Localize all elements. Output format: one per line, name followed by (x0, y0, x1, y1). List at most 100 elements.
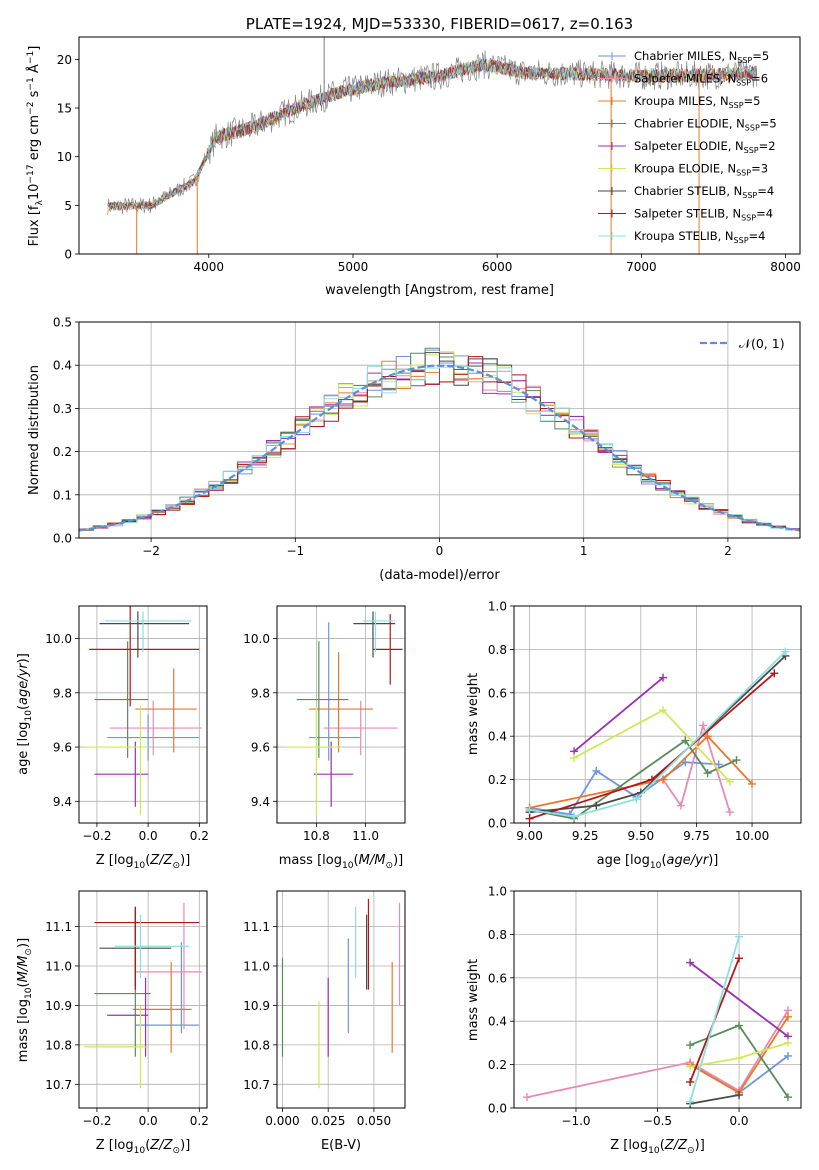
y-tick-label: 10.7 (45, 1078, 72, 1092)
label-part: −17 (26, 164, 36, 183)
y-tick-label: 20 (57, 53, 72, 67)
axes-frame (276, 605, 406, 824)
y-tick-label: 11.0 (243, 959, 270, 973)
label-part: s (27, 90, 42, 101)
mass-weight-series-chabrier-miles (529, 761, 719, 816)
x-tick-label: 9.50 (627, 829, 654, 843)
grid-layer (79, 321, 801, 1109)
legend-series-name: Kroupa MILES, N (634, 94, 729, 108)
x-tick-label: 9.25 (572, 829, 599, 843)
x-tick-label: −1.0 (561, 1114, 590, 1128)
label-part: erg cm (27, 115, 42, 164)
x-tick-label: 9.75 (683, 829, 710, 843)
y-tick-label: 0.2 (488, 773, 507, 787)
label-part: Z/Z (149, 1138, 173, 1153)
x-tick-label: −2 (142, 544, 160, 558)
label-part: age/yr (667, 853, 710, 868)
y-tick-label: 0.0 (53, 532, 72, 546)
y-tick-label: 0 (64, 248, 72, 262)
y-tick-label: 9.4 (251, 795, 270, 809)
x-tick-label: 0.0 (729, 1114, 748, 1128)
label-part: Flux [f (27, 205, 42, 246)
y-tick-label: 9.8 (53, 686, 72, 700)
legend-subscript: SSP (744, 146, 759, 155)
y-tick-label: 1.0 (488, 600, 507, 614)
y-tick-label: 1.0 (488, 885, 507, 899)
observed-spectrum (107, 50, 758, 216)
label-part: 10 (134, 1146, 146, 1156)
mass-weight-series-kroupa-stelib (689, 936, 740, 1102)
label-part: E(B-V) (321, 1138, 361, 1153)
y-tick-label: 9.8 (251, 686, 270, 700)
label-part: )] (695, 1138, 705, 1153)
legend-series-name: Salpeter STELIB, N (634, 207, 741, 221)
legend-subscript: SSP (745, 124, 760, 133)
x-tick-label: −1 (286, 544, 304, 558)
label-part: 10 (650, 861, 662, 871)
y-tick-label: 15 (57, 102, 72, 116)
y-tick-label: 0.6 (488, 686, 507, 700)
x-tick-label: 2 (724, 544, 732, 558)
y-tick-label: 10.0 (45, 632, 72, 646)
label-part: M/M (16, 956, 31, 983)
legend-nssp: =5 (760, 117, 777, 131)
label-part: )] (708, 853, 718, 868)
y-axis-label: Flux [fλ​10−17​ erg cm−2​ s−1​ Å−1​] (26, 46, 45, 247)
label-part: )] (16, 938, 31, 948)
text-layer: 4000 5000 6000 7000 800005101520PLATE=1924, … (16, 15, 801, 1156)
y-axis-label: mass weight (466, 673, 481, 755)
x-tick-label: 0.000 (265, 1114, 299, 1128)
x-tick-label: 0.025 (311, 1114, 345, 1128)
y-axis-label: age [log10​(age/yr)] (16, 653, 34, 775)
y-axis-label: mass weight (466, 959, 481, 1041)
legend-series-name: Kroupa ELODIE, N (634, 162, 736, 176)
x-tick-label: −0.5 (643, 1114, 672, 1128)
x-tick-label: 6000 (482, 260, 513, 274)
legend-subscript: SSP (736, 169, 751, 178)
y-tick-label: 9.4 (53, 795, 72, 809)
legend-nssp: =4 (749, 229, 766, 243)
x-axis-label: Z [log10​(Z/Z⊙​)] (96, 853, 191, 871)
x-tick-label: 0.050 (357, 1114, 391, 1128)
x-tick-label: 5000 (338, 260, 369, 274)
legend-nssp: =4 (757, 184, 774, 198)
label-part: ⊙ (385, 861, 393, 871)
label-part: Z/Z (149, 853, 173, 868)
y-tick-label: 0.4 (488, 730, 507, 744)
label-part: λ (35, 200, 45, 206)
legend-series-name: Chabrier MILES, N (634, 49, 737, 63)
x-tick-label: 8000 (770, 260, 801, 274)
label-part: )] (393, 853, 403, 868)
y-tick-label: 11.1 (45, 920, 72, 934)
label-part: )] (16, 653, 31, 663)
label-part: age/yr (16, 662, 31, 705)
y-tick-label: 10.9 (243, 999, 270, 1013)
y-tick-label: 0.8 (488, 928, 507, 942)
legend-entry: 𝒩(0, 1) (739, 336, 785, 351)
y-tick-label: 10.8 (45, 1038, 72, 1052)
label-part: mass [log (279, 853, 342, 868)
x-tick-label: 11.0 (352, 829, 379, 843)
y-tick-label: 10.7 (243, 1078, 270, 1092)
label-part: Z [log (96, 1138, 134, 1153)
axes-frame (513, 605, 802, 824)
label-part: )] (180, 1138, 190, 1153)
mass-weight-series-kroupa-miles (529, 734, 753, 809)
y-tick-label: 9.6 (53, 741, 72, 755)
x-tick-label: 4000 (194, 260, 225, 274)
label-part: −1 (26, 77, 36, 90)
x-tick-label: 10.8 (303, 829, 330, 843)
x-tick-label: −0.2 (82, 1114, 111, 1128)
model-spectrum-kroupa-stelib (107, 57, 757, 212)
label-part: ⊙ (173, 1146, 181, 1156)
x-tick-label: 7000 (626, 260, 657, 274)
data-layer (78, 37, 801, 1108)
legend-series-name: Chabrier STELIB, N (634, 184, 742, 198)
legend-subscript: SSP (741, 214, 756, 223)
label-part: −2 (26, 102, 36, 115)
x-axis-label: mass [log10​(M/M⊙​)] (279, 853, 403, 871)
legend-entry: Salpeter MILES, NSSP=6 (634, 72, 768, 88)
legend-series-name: Chabrier ELODIE, N (634, 117, 745, 131)
label-part: −1 (26, 51, 36, 64)
